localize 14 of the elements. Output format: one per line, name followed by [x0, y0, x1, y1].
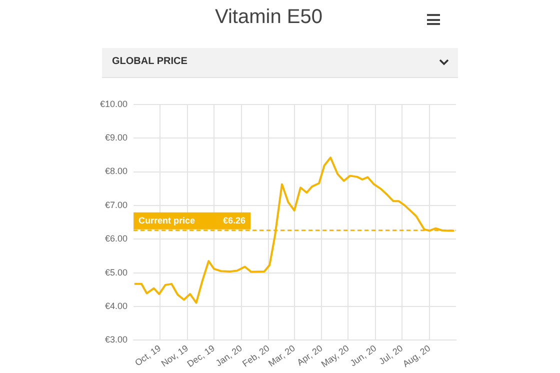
- y-tick-label: €3.00: [104, 334, 128, 345]
- y-tick-label: €6.00: [104, 234, 128, 244]
- x-tick-label: Jul, 20: [377, 343, 405, 366]
- x-tick-label: Jun, 20: [348, 343, 378, 368]
- annotation: €6.26: [222, 215, 246, 226]
- chart-title: Vitamin E50: [215, 6, 322, 29]
- y-tick-label: €10.00: [100, 98, 128, 109]
- chart-subtitle: GLOBAL PRICE: [112, 56, 188, 67]
- y-tick-label: €4.00: [104, 300, 128, 311]
- ref-line-label: Current price: [138, 215, 196, 226]
- y-tick-label: €8.00: [104, 166, 128, 176]
- y-tick-label: €5.00: [104, 267, 128, 278]
- y-tick-label: €9.00: [104, 132, 128, 143]
- y-tick-label: €7.00: [104, 200, 128, 210]
